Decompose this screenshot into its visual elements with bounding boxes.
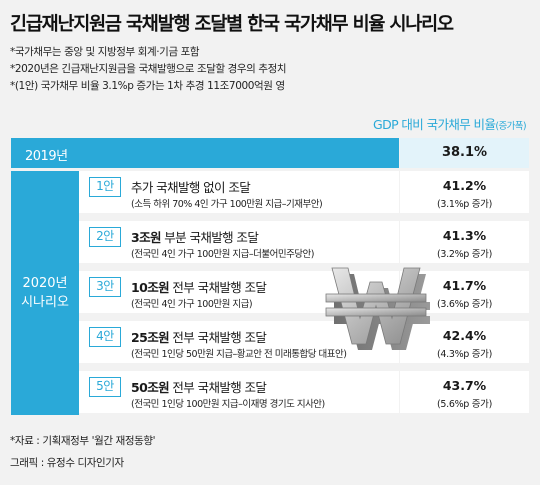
scenario-title-text: 부분 국채발행 조달 <box>160 230 259 245</box>
scenario-amount: 3조원 <box>131 230 162 245</box>
note-line: *국가채무는 중앙 및 지방정부 회계·기금 포함 <box>10 46 200 58</box>
scenario-amount: 25조원 <box>131 330 170 345</box>
won-symbol-icon <box>325 267 430 350</box>
scenario-value: 41.3% <box>442 228 487 243</box>
scenario-group-line2: 시나리오 <box>21 295 69 310</box>
scenario-value-box: 42.4% (4.3%p 증가) <box>400 321 529 365</box>
column-header: GDP 대비 국가채무 비율(증가폭) <box>372 114 527 133</box>
scenario-badge: 4안 <box>89 327 121 347</box>
scenario-row: 4안 25조원 전부 국채발행 조달 (전국민 1인당 50만원 지급–황교안 … <box>79 321 399 365</box>
scenario-value: 41.7% <box>442 278 487 293</box>
scenario-value: 43.7% <box>442 378 487 393</box>
baseline-label: 2019년 <box>25 149 68 164</box>
graphic-credit: 그래픽 : 유정수 디자인기자 <box>10 457 124 469</box>
scenario-change: (3.2%p 증가) <box>436 249 493 260</box>
source-note: *자료 : 기획재정부 '월간 재정동향' <box>10 435 156 447</box>
scenario-group-label: 2020년 시나리오 <box>11 171 79 415</box>
notes: *국가채무는 중앙 및 지방정부 회계·기금 포함 *2020년은 긴급재난지원… <box>10 44 287 95</box>
scenario-value-box: 41.3% (3.2%p 증가) <box>400 221 529 265</box>
scenario-amount: 10조원 <box>131 280 170 295</box>
scenario-title-text: 추가 국채발행 없이 조달 <box>131 180 251 195</box>
column-header-label: GDP 대비 국가채무 비율 <box>372 117 496 132</box>
baseline-row: 2019년 <box>11 138 399 168</box>
scenario-title-text: 전부 국채발행 조달 <box>169 330 267 345</box>
scenario-title: 25조원 전부 국채발행 조달 <box>131 327 267 346</box>
column-header-sublabel: (증가폭) <box>495 121 526 132</box>
scenario-value-box: 41.2% (3.1%p 증가) <box>400 171 529 215</box>
scenario-change: (5.6%p 증가) <box>436 399 493 410</box>
page-title: 긴급재난지원금 국채발행 조달별 한국 국가채무 비율 시나리오 <box>10 14 454 35</box>
scenario-row: 1안 추가 국채발행 없이 조달 (소득 하위 70% 4인 가구 100만원 … <box>79 171 399 215</box>
scenario-detail: (전국민 4인 가구 100만원 지급) <box>131 299 253 310</box>
scenario-row: 2안 3조원 부분 국채발행 조달 (전국민 4인 가구 100만원 지급–더불… <box>79 221 399 265</box>
scenario-title: 50조원 전부 국채발행 조달 <box>131 377 267 396</box>
note-line: *(1안) 국가채무 비율 3.1%p 증가는 1차 추경 11조7000억원 … <box>10 80 285 92</box>
scenario-value: 41.2% <box>442 178 487 193</box>
scenario-value: 42.4% <box>442 328 487 343</box>
baseline-value: 38.1% <box>400 138 529 168</box>
scenario-badge: 1안 <box>89 177 121 197</box>
scenario-change: (3.6%p 증가) <box>436 299 493 310</box>
scenario-badge: 2안 <box>89 227 121 247</box>
scenario-title-text: 전부 국채발행 조달 <box>169 280 267 295</box>
scenario-group-line1: 2020년 <box>22 276 68 291</box>
scenario-title-text: 전부 국채발행 조달 <box>169 380 267 395</box>
note-line: *2020년은 긴급재난지원금을 국채발행으로 조달할 경우의 추정치 <box>10 63 287 75</box>
scenario-amount: 50조원 <box>131 380 170 395</box>
scenario-row: 5안 50조원 전부 국채발행 조달 (전국민 1인당 100만원 지급–이재명… <box>79 371 399 415</box>
scenario-change: (3.1%p 증가) <box>436 199 493 210</box>
scenario-detail: (전국민 1인당 50만원 지급–황교안 전 미래통합당 대표안) <box>131 349 347 360</box>
scenario-detail: (소득 하위 70% 4인 가구 100만원 지급–기재부안) <box>131 199 323 210</box>
scenario-detail: (전국민 4인 가구 100만원 지급–더불어민주당안) <box>131 249 315 260</box>
scenario-badge: 5안 <box>89 377 121 397</box>
scenario-badge: 3안 <box>89 277 121 297</box>
scenario-detail: (전국민 1인당 100만원 지급–이재명 경기도 지사안) <box>131 399 325 410</box>
scenario-value-box: 43.7% (5.6%p 증가) <box>400 371 529 415</box>
scenario-title: 10조원 전부 국채발행 조달 <box>131 277 267 296</box>
scenario-change: (4.3%p 증가) <box>436 349 493 360</box>
scenario-title: 3조원 부분 국채발행 조달 <box>131 227 259 246</box>
scenario-title: 추가 국채발행 없이 조달 <box>131 177 251 196</box>
